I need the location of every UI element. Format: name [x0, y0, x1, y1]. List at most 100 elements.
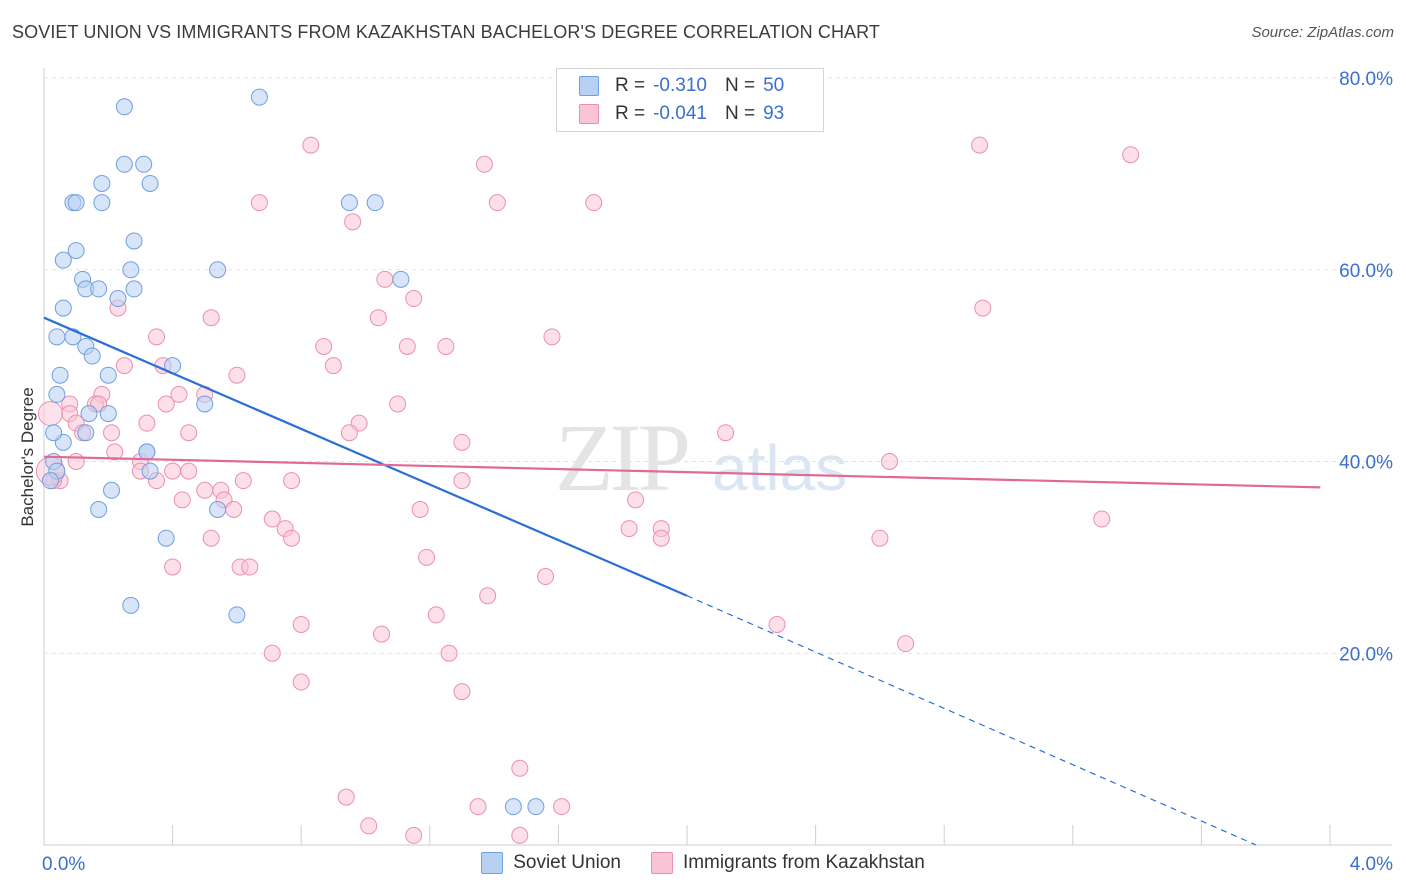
watermark-atlas: atlas — [712, 432, 847, 504]
point-soviet-union — [138, 443, 156, 461]
point-soviet-union — [48, 385, 66, 403]
point-kazakhstan — [283, 472, 301, 490]
point-kazakhstan — [344, 213, 362, 231]
point-kazakhstan — [768, 615, 786, 633]
point-kazakhstan — [360, 817, 378, 835]
point-soviet-union — [99, 366, 117, 384]
trend-line-soviet-union — [43, 316, 688, 597]
point-kazakhstan — [418, 548, 436, 566]
point-kazakhstan — [974, 299, 992, 317]
point-kazakhstan — [103, 424, 121, 442]
point-soviet-union — [93, 174, 111, 192]
legend-r-label: R = — [615, 75, 646, 96]
point-kazakhstan — [196, 481, 214, 499]
point-kazakhstan — [585, 194, 603, 212]
legend-swatch-kazakhstan — [579, 104, 599, 124]
point-kazakhstan — [138, 414, 156, 432]
point-kazakhstan — [511, 826, 529, 844]
trend-lines — [43, 316, 1321, 846]
point-soviet-union — [93, 194, 111, 212]
point-soviet-union — [41, 472, 59, 490]
legend-n-label: N = — [724, 75, 756, 96]
point-kazakhstan — [106, 443, 124, 461]
point-kazakhstan — [717, 424, 735, 442]
legend-swatch-kazakhstan — [650, 852, 673, 874]
watermark: ZIP atlas — [555, 404, 847, 511]
axes — [43, 68, 1392, 846]
point-soviet-union — [115, 155, 133, 173]
point-soviet-union — [527, 798, 545, 816]
point-kazakhstan — [202, 309, 220, 327]
point-kazakhstan — [157, 395, 175, 413]
legend-r-value: -0.310 — [653, 75, 707, 96]
point-kazakhstan — [148, 328, 166, 346]
point-kazakhstan — [263, 510, 281, 528]
point-kazakhstan — [369, 309, 387, 327]
series-legend: Soviet Union Immigrants from Kazakhstan — [0, 852, 1406, 874]
point-soviet-union — [250, 88, 268, 106]
legend-item-soviet-union: Soviet Union — [481, 852, 621, 874]
point-soviet-union — [67, 242, 85, 260]
point-kazakhstan — [620, 520, 638, 538]
point-kazakhstan — [537, 568, 555, 586]
point-soviet-union — [125, 280, 143, 298]
point-kazakhstan — [324, 357, 342, 375]
point-soviet-union — [77, 424, 95, 442]
correlation-legend: R = -0.310 N = 50 R = -0.041 N = 93 — [556, 68, 824, 132]
point-kazakhstan — [440, 644, 458, 662]
point-kazakhstan — [427, 606, 445, 624]
point-kazakhstan — [405, 290, 423, 308]
point-kazakhstan — [437, 337, 455, 355]
legend-item-kazakhstan: Immigrants from Kazakhstan — [650, 852, 925, 874]
legend-n-value: 50 — [763, 75, 785, 96]
point-soviet-union — [109, 290, 127, 308]
point-soviet-union — [157, 529, 175, 547]
point-soviet-union — [54, 299, 72, 317]
point-kazakhstan — [37, 401, 63, 427]
y-tick-label: 20.0% — [1339, 644, 1393, 665]
legend-r-label: R = — [615, 103, 646, 124]
legend-swatch-soviet-union — [481, 852, 504, 874]
point-kazakhstan — [250, 194, 268, 212]
point-soviet-union — [141, 462, 159, 480]
point-kazakhstan — [164, 558, 182, 576]
point-soviet-union — [90, 280, 108, 298]
legend-r-value: -0.041 — [653, 103, 707, 124]
point-soviet-union — [80, 405, 98, 423]
point-kazakhstan — [340, 424, 358, 442]
y-tick-label: 40.0% — [1339, 453, 1393, 474]
point-kazakhstan — [553, 798, 571, 816]
legend-row-soviet-union: R = -0.310 N = 50 — [579, 73, 784, 99]
point-kazakhstan — [479, 587, 497, 605]
point-soviet-union — [141, 174, 159, 192]
point-soviet-union — [504, 798, 522, 816]
point-kazakhstan — [170, 385, 188, 403]
point-kazakhstan — [263, 644, 281, 662]
point-soviet-union — [48, 328, 66, 346]
chart-title: SOVIET UNION VS IMMIGRANTS FROM KAZAKHST… — [12, 22, 881, 42]
point-kazakhstan — [225, 500, 243, 518]
point-soviet-union — [67, 194, 85, 212]
point-kazakhstan — [453, 472, 471, 490]
point-kazakhstan — [398, 337, 416, 355]
point-kazakhstan — [315, 337, 333, 355]
series-immigrants-kazakhstan — [35, 136, 1140, 844]
axis-labels: 20.0% 40.0% 60.0% 80.0% 0.0% 4.0% Bachelor's D… — [18, 69, 1393, 875]
point-kazakhstan — [405, 826, 423, 844]
x-tick-label: 4.0% — [1350, 854, 1393, 875]
legend-n-value: 93 — [763, 103, 785, 124]
point-soviet-union — [99, 405, 117, 423]
point-soviet-union — [90, 500, 108, 518]
point-kazakhstan — [164, 462, 182, 480]
point-kazakhstan — [453, 433, 471, 451]
point-kazakhstan — [202, 529, 220, 547]
point-kazakhstan — [241, 558, 259, 576]
point-kazakhstan — [411, 500, 429, 518]
legend-swatch-soviet-union — [579, 76, 599, 96]
point-kazakhstan — [373, 625, 391, 643]
legend-label-soviet-union: Soviet Union — [513, 852, 621, 873]
point-kazakhstan — [1093, 510, 1111, 528]
legend-n-label: N = — [724, 103, 756, 124]
point-soviet-union — [366, 194, 384, 212]
